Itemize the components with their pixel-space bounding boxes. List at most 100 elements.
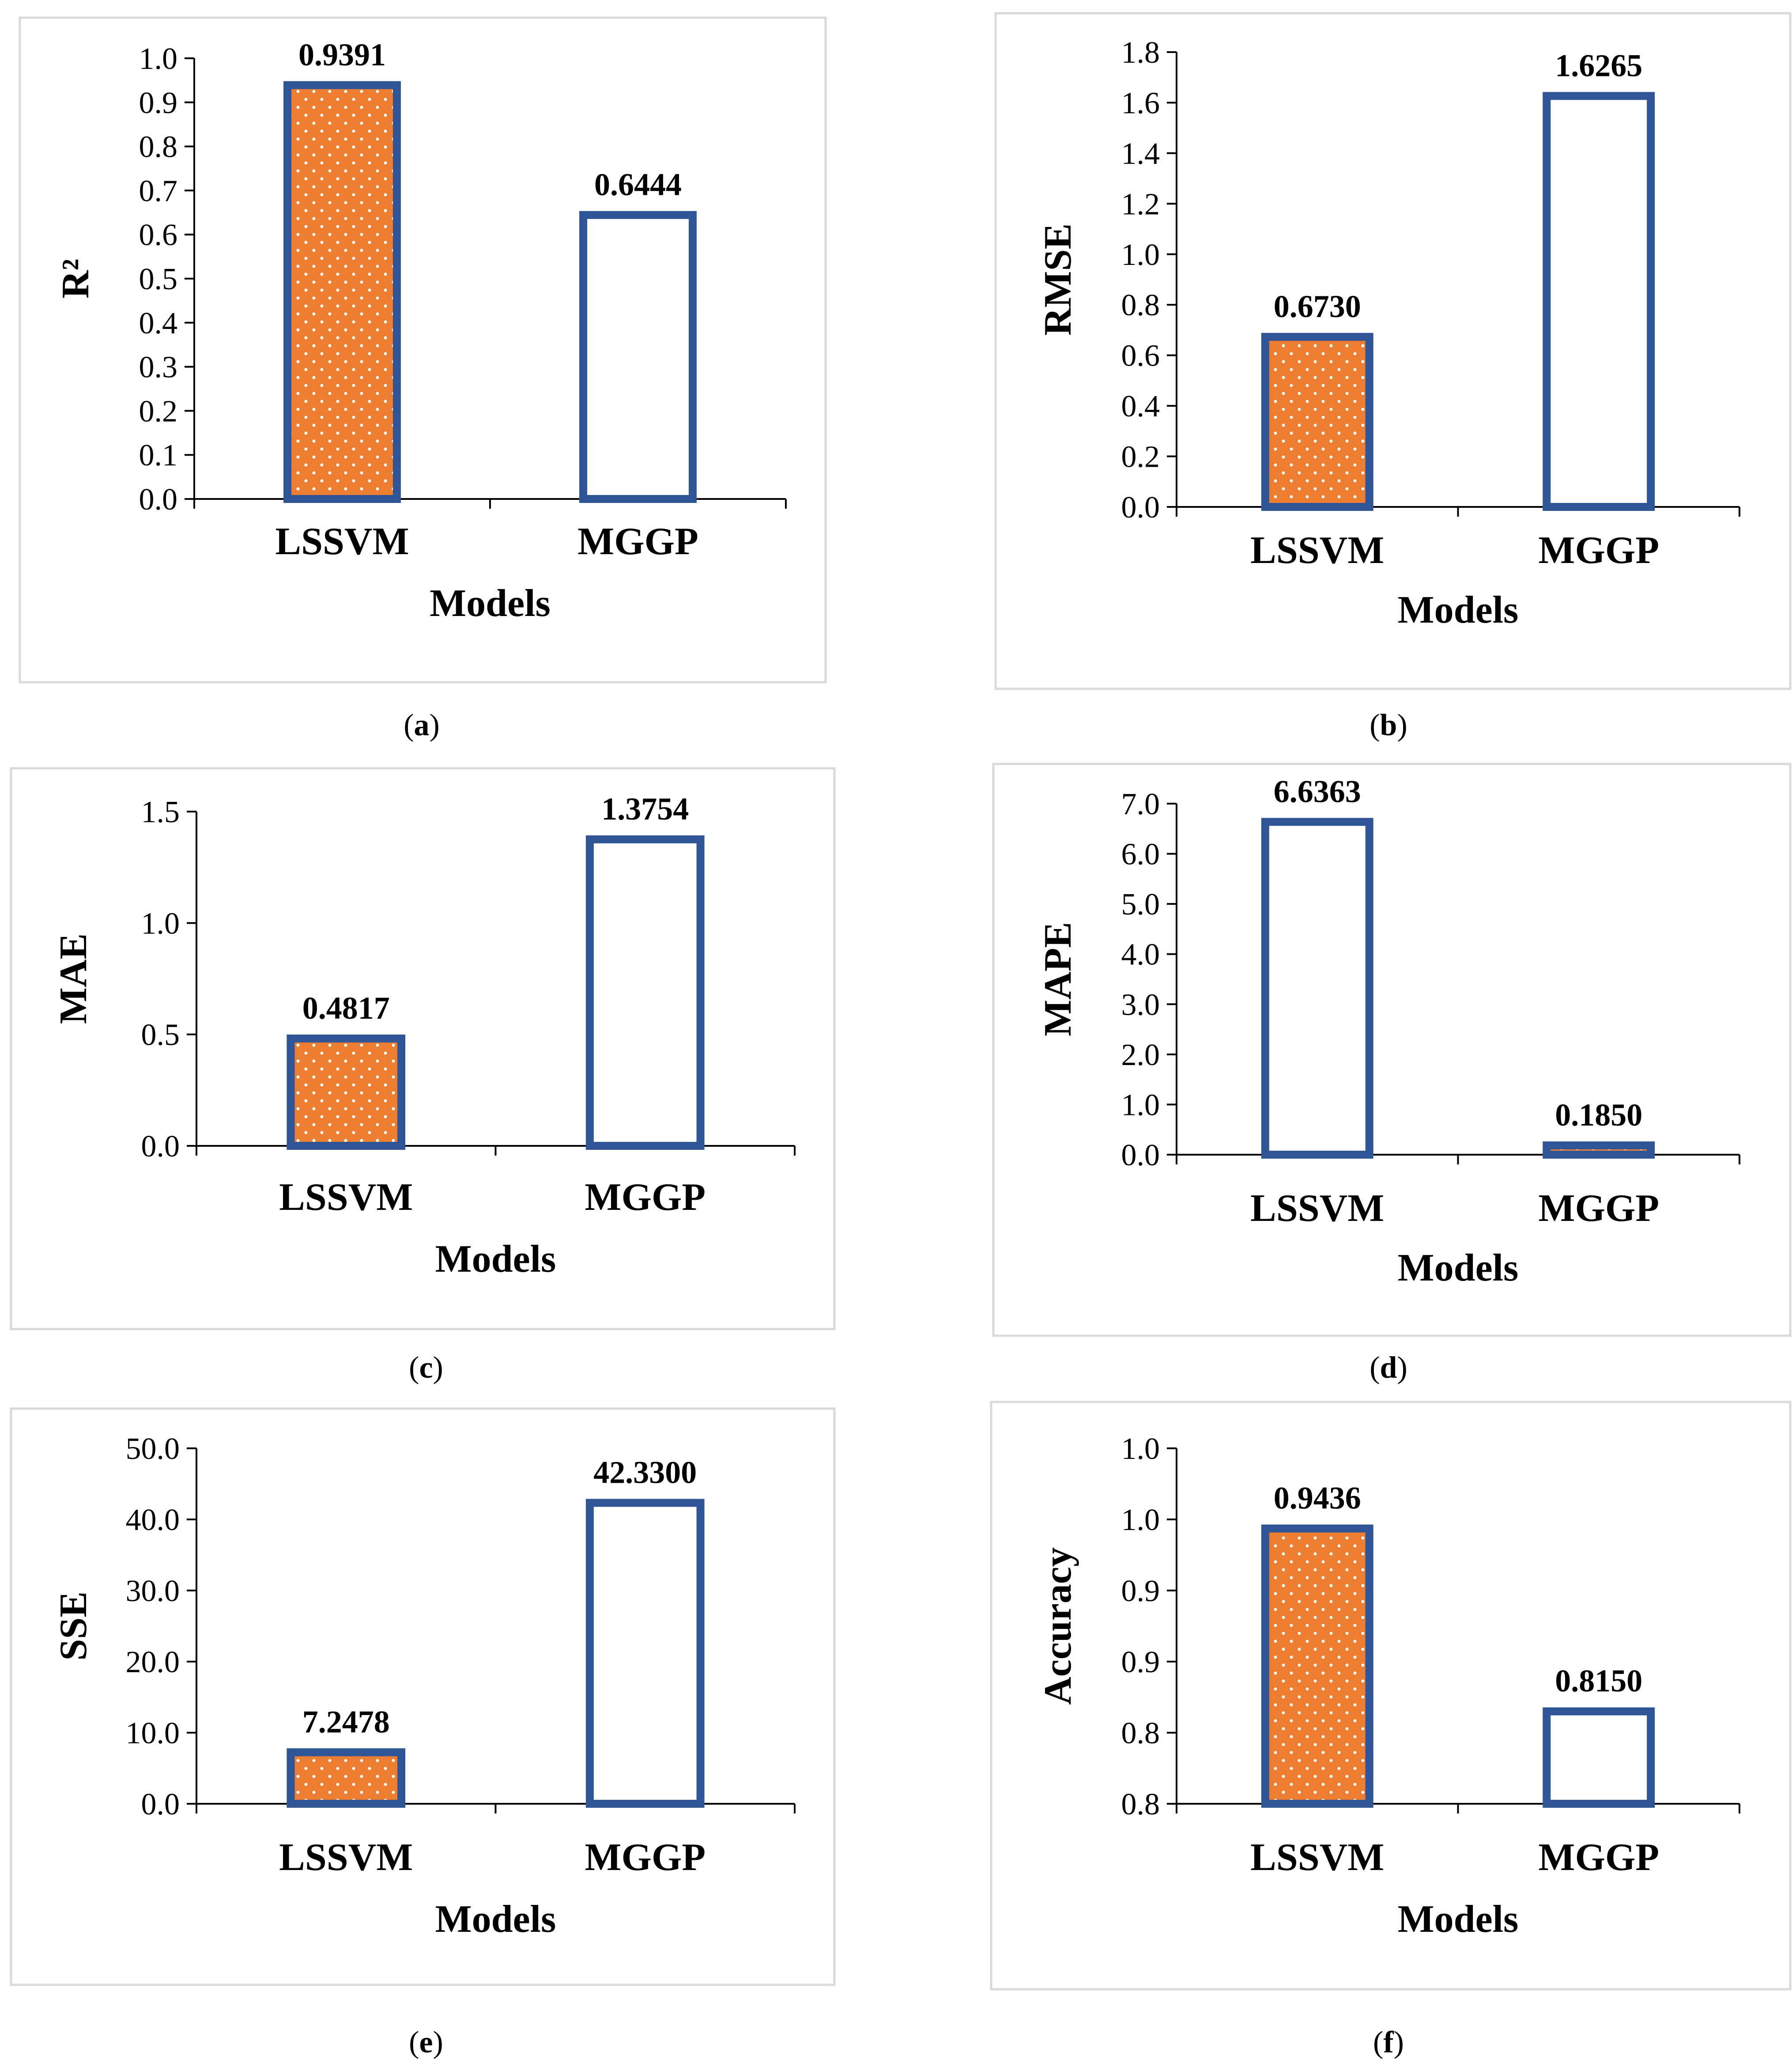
y-tick-label: 1.0 — [139, 42, 178, 76]
y-tick-label: 0.8 — [1121, 1716, 1160, 1750]
y-tick-label: 0.0 — [1121, 1138, 1160, 1172]
bar-mggp — [585, 1499, 705, 1808]
chart-panel-c: 0.0 0.5 1.0 1.5 0.4817 LSSVM 1.3754 MGGP Models M… — [10, 767, 836, 1385]
y-axis-title: SSE — [52, 1591, 95, 1661]
data-label-mggp: 0.1850 — [1555, 1097, 1642, 1133]
caption-paren-close: ) — [433, 1351, 443, 1385]
data-label-lssvm: 0.9391 — [298, 37, 386, 72]
bar-mggp — [1543, 1707, 1655, 1808]
y-tick-label: 0.9 — [139, 86, 178, 120]
y-tick-label: 0.0 — [141, 1787, 180, 1821]
caption-letter: c — [419, 1351, 433, 1385]
caption-paren-close: ) — [1397, 1351, 1407, 1385]
category-label-lssvm: LSSVM — [1250, 529, 1384, 572]
category-label-lssvm: LSSVM — [275, 520, 409, 563]
chart-frame — [10, 1407, 836, 1986]
y-tick-label: 0.6 — [1121, 339, 1160, 373]
y-tick-label: 5.0 — [1121, 888, 1160, 922]
x-axis-title: Models — [1398, 1247, 1519, 1289]
caption-letter: e — [419, 2025, 433, 2059]
caption-letter: b — [1380, 708, 1397, 742]
category-label-lssvm: LSSVM — [1250, 1187, 1384, 1230]
y-tick-label: 0.4 — [1121, 389, 1160, 423]
chart-frame — [10, 767, 836, 1330]
y-tick-label: 1.0 — [141, 907, 180, 941]
bar-lssvm — [1261, 332, 1373, 511]
y-tick-label: 0.1 — [139, 438, 178, 472]
y-tick-label: 1.8 — [1121, 36, 1160, 70]
x-axis-title: Models — [435, 1898, 556, 1941]
data-label-mggp: 1.3754 — [601, 791, 689, 827]
y-tick-label: 2.0 — [1121, 1038, 1160, 1072]
panel-caption: (b) — [1369, 708, 1407, 742]
caption-paren-open: ( — [409, 2025, 419, 2059]
chart-panel-f: 0.8 0.8 0.9 0.9 1.0 1.0 0.9436 LSSVM 0.8150 MGGP M… — [990, 1401, 1792, 2059]
data-label-lssvm: 0.4817 — [302, 990, 390, 1026]
y-tick-label: 1.0 — [1121, 238, 1160, 272]
bar-mggp — [1543, 1141, 1655, 1159]
bar-lssvm — [1261, 818, 1373, 1159]
chart-panel-d: 0.0 1.0 2.0 3.0 4.0 5.0 6.0 7.0 6.6363 LSSVM 0.185… — [992, 763, 1792, 1385]
x-axis-title: Models — [1398, 589, 1519, 631]
chart-frame — [992, 763, 1792, 1337]
chart-frame — [990, 1401, 1792, 1991]
caption-paren-close: ) — [1397, 708, 1407, 742]
chart-panel-e: 0.0 10.0 20.0 30.0 40.0 50.0 7.2478 LSSVM 42.330… — [10, 1407, 836, 2059]
y-tick-label: 0.8 — [1121, 1787, 1160, 1821]
y-tick-label: 0.3 — [139, 351, 178, 385]
y-tick-label: 0.2 — [139, 394, 178, 428]
caption-paren-close: ) — [430, 708, 440, 742]
y-tick-label: 0.2 — [1121, 440, 1160, 474]
chart-panel-b: 0.0 0.2 0.4 0.6 0.8 1.0 1.2 1.4 1.6 1.8 0.6730 LSSV… — [994, 12, 1792, 742]
bar-mggp — [585, 835, 705, 1150]
category-label-mggp: MGGP — [1538, 529, 1659, 572]
y-axis-title: R² — [54, 259, 97, 298]
y-tick-label: 0.9 — [1121, 1574, 1160, 1608]
y-tick-label: 20.0 — [126, 1645, 180, 1679]
y-axis-title: RMSE — [1037, 223, 1079, 336]
bar-lssvm — [283, 81, 401, 503]
y-tick-label: 1.4 — [1121, 137, 1160, 171]
data-label-lssvm: 6.6363 — [1274, 774, 1361, 809]
data-label-mggp: 0.8150 — [1555, 1663, 1642, 1699]
data-label-lssvm: 0.9436 — [1274, 1481, 1361, 1516]
caption-letter: a — [414, 708, 430, 742]
data-label-mggp: 0.6444 — [594, 167, 682, 202]
y-axis-title: MAPE — [1037, 922, 1079, 1036]
bar-lssvm — [1261, 1524, 1373, 1808]
x-axis-title: Models — [430, 582, 551, 625]
y-tick-label: 0.5 — [139, 262, 178, 296]
bar-lssvm — [287, 1748, 406, 1808]
category-label-mggp: MGGP — [1538, 1836, 1659, 1879]
y-tick-label: 0.9 — [1121, 1645, 1160, 1679]
chart-panel-a: 0.0 0.1 0.2 0.3 0.4 0.5 0.6 0.7 0.8 0.9 1.0 0.9391 L… — [19, 16, 827, 742]
y-tick-label: 0.7 — [139, 174, 178, 208]
data-label-mggp: 1.6265 — [1555, 48, 1642, 83]
y-tick-label: 6.0 — [1121, 838, 1160, 872]
panel-caption: (e) — [409, 2025, 443, 2059]
y-tick-label: 4.0 — [1121, 938, 1160, 972]
caption-letter: f — [1383, 2025, 1394, 2059]
caption-paren-open: ( — [404, 708, 414, 742]
caption-paren-open: ( — [409, 1351, 419, 1385]
caption-paren-close: ) — [433, 2025, 443, 2059]
y-tick-label: 0.8 — [1121, 288, 1160, 322]
panel-caption: (a) — [404, 708, 440, 742]
y-tick-label: 0.5 — [141, 1018, 180, 1052]
data-label-lssvm: 7.2478 — [302, 1704, 390, 1739]
y-tick-label: 0.6 — [139, 218, 178, 252]
category-label-lssvm: LSSVM — [279, 1176, 413, 1219]
category-label-mggp: MGGP — [1538, 1187, 1659, 1230]
panel-caption: (c) — [409, 1351, 443, 1385]
y-tick-label: 0.0 — [139, 483, 178, 517]
y-tick-label: 50.0 — [126, 1432, 180, 1466]
y-tick-label: 7.0 — [1121, 787, 1160, 821]
y-tick-label: 1.5 — [141, 795, 180, 829]
data-label-mggp: 42.3300 — [593, 1455, 697, 1490]
bar-lssvm — [287, 1034, 406, 1150]
caption-paren-close: ) — [1394, 2025, 1404, 2059]
x-axis-title: Models — [1398, 1898, 1519, 1941]
chart-frame — [994, 12, 1792, 690]
y-axis-title: Accuracy — [1037, 1547, 1079, 1705]
